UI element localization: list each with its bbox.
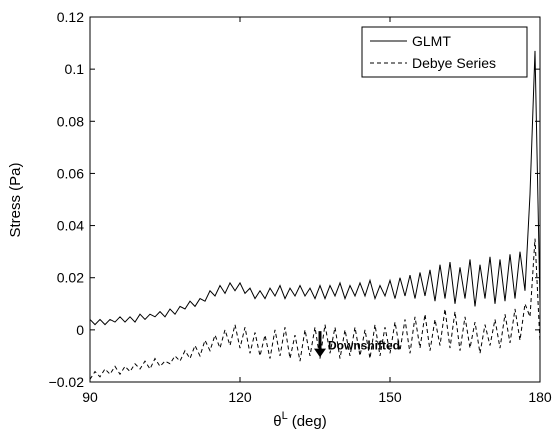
y-tick-label: 0.04 — [57, 218, 84, 234]
y-tick-label: 0.12 — [57, 9, 84, 25]
legend-label: GLMT — [412, 33, 451, 49]
x-tick-label: 150 — [378, 389, 402, 405]
legend-box — [361, 26, 528, 78]
x-tick-label: 180 — [528, 389, 552, 405]
legend: GLMT Debye Series — [361, 26, 528, 78]
x-label-superscript: L — [282, 410, 288, 422]
legend-label: Debye Series — [412, 55, 496, 71]
y-tick-label: 0.06 — [57, 165, 84, 181]
series-line — [89, 50, 541, 326]
series-line — [89, 238, 541, 380]
y-tick-label: −0.02 — [49, 374, 85, 390]
x-axis-label: θL (deg) — [273, 410, 327, 430]
plot-frame — [89, 16, 541, 383]
x-tick-label: 120 — [228, 389, 252, 405]
annotation: Downshifted — [328, 338, 400, 352]
x-tick-label: 90 — [82, 389, 98, 405]
x-label-unit: (deg) — [292, 413, 327, 430]
annotation-arrowhead — [314, 348, 326, 358]
y-tick-label: 0.08 — [57, 113, 84, 129]
y-tick-label: 0 — [76, 322, 84, 338]
y-tick-label: 0.02 — [57, 270, 84, 286]
y-axis-label: Stress (Pa) — [7, 162, 24, 237]
y-tick-label: 0.1 — [65, 61, 85, 77]
x-label-symbol: θ — [273, 413, 281, 430]
